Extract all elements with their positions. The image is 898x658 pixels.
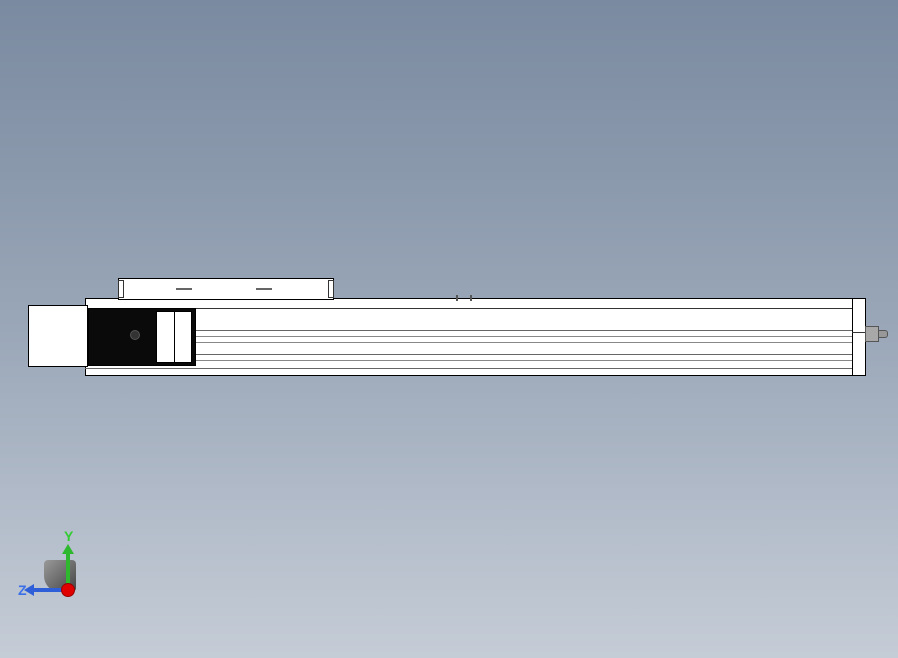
housing-seam [174, 311, 175, 363]
carriage-slot [176, 288, 192, 290]
rail-groove-line [85, 330, 865, 331]
carriage-bracket [118, 280, 124, 298]
connector-pin[interactable] [878, 330, 888, 338]
y-axis-arrow-icon [62, 544, 74, 554]
left-end-cap[interactable] [28, 305, 88, 367]
rail-edge-line [85, 308, 865, 309]
y-axis[interactable] [66, 552, 70, 586]
rail-groove-line [193, 360, 865, 361]
rail-mark [456, 295, 458, 301]
housing-bore [130, 330, 140, 340]
right-end-cap[interactable] [852, 298, 866, 376]
rail-groove-line [193, 342, 865, 343]
carriage-slot [256, 288, 272, 290]
rail-edge-line [85, 368, 865, 369]
rail-mark [470, 295, 472, 301]
z-axis-label: Z [18, 582, 27, 598]
y-axis-label: Y [64, 528, 73, 544]
carriage-slider[interactable] [118, 278, 334, 300]
view-triad[interactable]: Y Z [28, 530, 98, 600]
cad-viewport[interactable]: Y Z [0, 0, 898, 658]
connector-base[interactable] [865, 326, 879, 342]
triad-origin[interactable] [61, 583, 75, 597]
rail-groove-line [193, 336, 865, 337]
rail-body[interactable] [85, 298, 865, 376]
carriage-bracket [328, 280, 334, 298]
rail-groove-line [193, 354, 865, 355]
cap-seam [852, 332, 866, 333]
model-assembly[interactable] [28, 278, 878, 378]
